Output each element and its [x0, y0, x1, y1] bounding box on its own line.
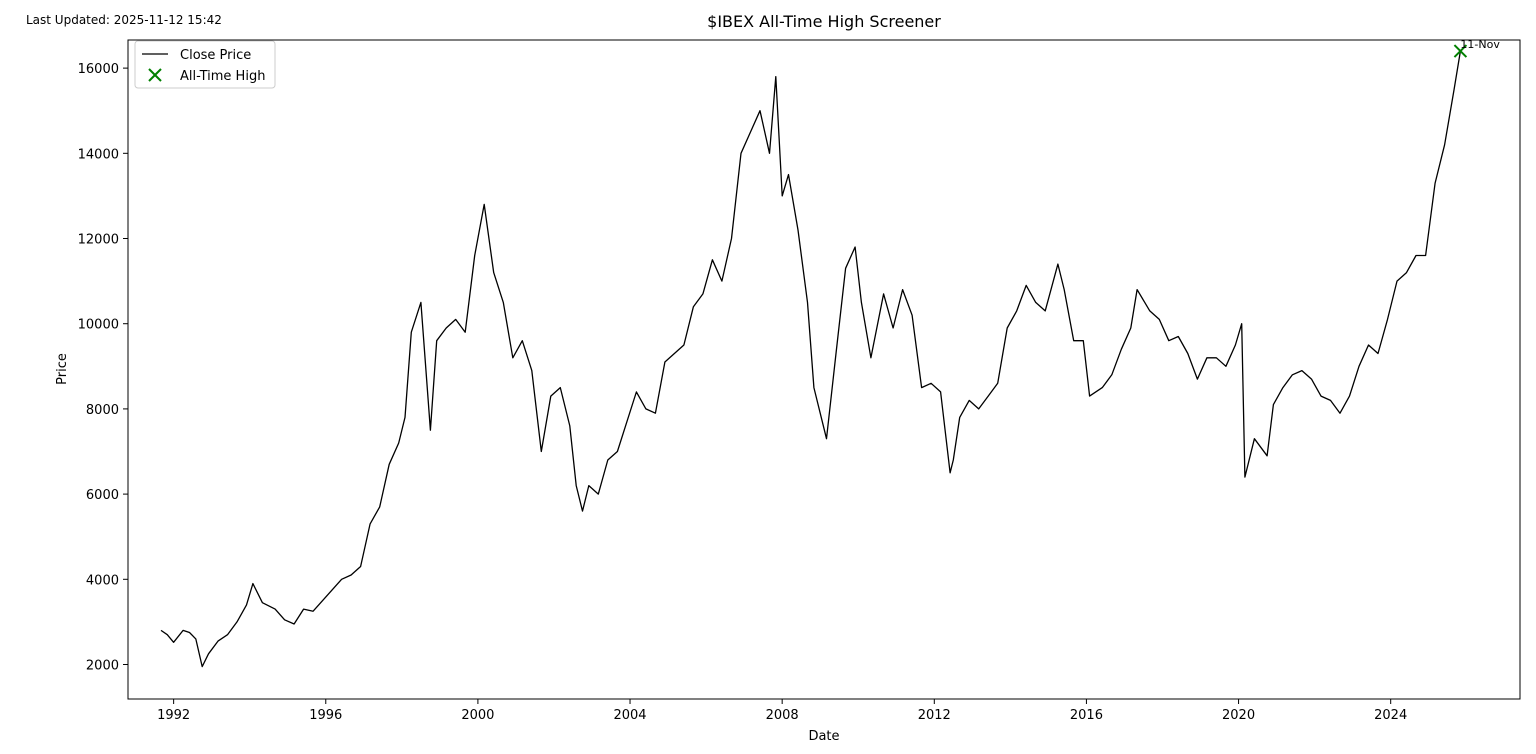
x-tick-label: 2024 [1374, 708, 1407, 723]
plot-area [160, 50, 1462, 668]
legend-entry-close-price: Close Price [180, 48, 251, 63]
y-tick-label: 14000 [78, 147, 119, 162]
x-tick-label: 1996 [309, 708, 342, 723]
x-axis-title: Date [808, 729, 839, 744]
last-updated-label: Last Updated: 2025-11-12 15:42 [26, 13, 222, 27]
all-time-high-date-label: 11-Nov [1460, 38, 1500, 51]
legend-x-swatch [148, 68, 162, 82]
x-axis: 1992 1996 2000 2004 2008 2012 2016 2020 2024 [157, 699, 1407, 723]
legend: Close Price All-Time High [134, 40, 276, 89]
plot-frame [127, 39, 1521, 700]
y-tick-label: 4000 [86, 573, 119, 588]
legend-entry-all-time-high: All-Time High [180, 69, 265, 84]
x-tick-label: 2016 [1070, 708, 1103, 723]
chart-title: $IBEX All-Time High Screener [707, 12, 941, 31]
y-tick-label: 16000 [78, 62, 119, 77]
close-price-line [160, 50, 1462, 668]
y-tick-label: 10000 [78, 318, 119, 333]
legend-box [134, 40, 276, 89]
all-time-high-marker: 11-Nov [1453, 38, 1500, 58]
x-tick-label: 2020 [1222, 708, 1255, 723]
x-tick-label: 2000 [461, 708, 494, 723]
y-tick-label: 8000 [86, 403, 119, 418]
y-tick-label: 6000 [86, 488, 119, 503]
y-axis-title: Price [55, 353, 70, 385]
y-tick-label: 2000 [86, 658, 119, 673]
x-tick-label: 1992 [157, 708, 190, 723]
y-tick-label: 12000 [78, 233, 119, 248]
y-axis: 2000 4000 6000 8000 10000 12000 14000 16000 [78, 62, 128, 673]
x-tick-label: 2012 [918, 708, 951, 723]
x-tick-label: 2004 [613, 708, 646, 723]
x-tick-label: 2008 [766, 708, 799, 723]
all-time-high-x-mark [1453, 44, 1468, 58]
